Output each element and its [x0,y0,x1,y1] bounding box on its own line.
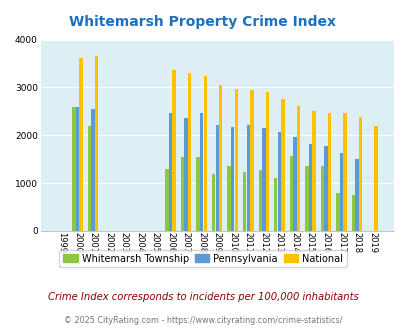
Bar [234,89,237,231]
Bar [289,156,292,231]
Bar [273,178,277,231]
Bar [324,146,327,231]
Bar [265,92,269,231]
Bar [311,111,315,231]
Bar [320,166,323,231]
Bar [215,125,218,231]
Bar [343,113,346,231]
Bar [188,73,191,231]
Bar [203,77,207,231]
Text: Whitemarsh Property Crime Index: Whitemarsh Property Crime Index [69,15,336,29]
Bar [196,157,199,231]
Bar [87,126,91,231]
Bar [339,152,342,231]
Text: © 2025 CityRating.com - https://www.cityrating.com/crime-statistics/: © 2025 CityRating.com - https://www.city… [64,315,341,325]
Bar [172,70,175,231]
Bar [281,99,284,231]
Legend: Whitemarsh Township, Pennsylvania, National: Whitemarsh Township, Pennsylvania, Natio… [59,249,346,267]
Bar [327,113,330,231]
Text: Crime Index corresponds to incidents per 100,000 inhabitants: Crime Index corresponds to incidents per… [47,292,358,302]
Bar [296,106,299,231]
Bar [308,145,311,231]
Bar [79,58,83,231]
Bar [351,195,354,231]
Bar [354,159,358,231]
Bar [277,132,280,231]
Bar [72,107,75,231]
Bar [211,174,215,231]
Bar [249,90,253,231]
Bar [358,116,361,231]
Bar [200,113,203,231]
Bar [168,113,172,231]
Bar [304,166,308,231]
Bar [262,128,265,231]
Bar [335,193,339,231]
Bar [373,126,377,231]
Bar [230,127,234,231]
Bar [242,172,246,231]
Bar [219,84,222,231]
Bar [91,109,94,231]
Bar [292,137,296,231]
Bar [246,125,249,231]
Bar [95,56,98,231]
Bar [258,170,261,231]
Bar [227,166,230,231]
Bar [184,117,188,231]
Bar [181,157,184,231]
Bar [76,107,79,231]
Bar [165,169,168,231]
